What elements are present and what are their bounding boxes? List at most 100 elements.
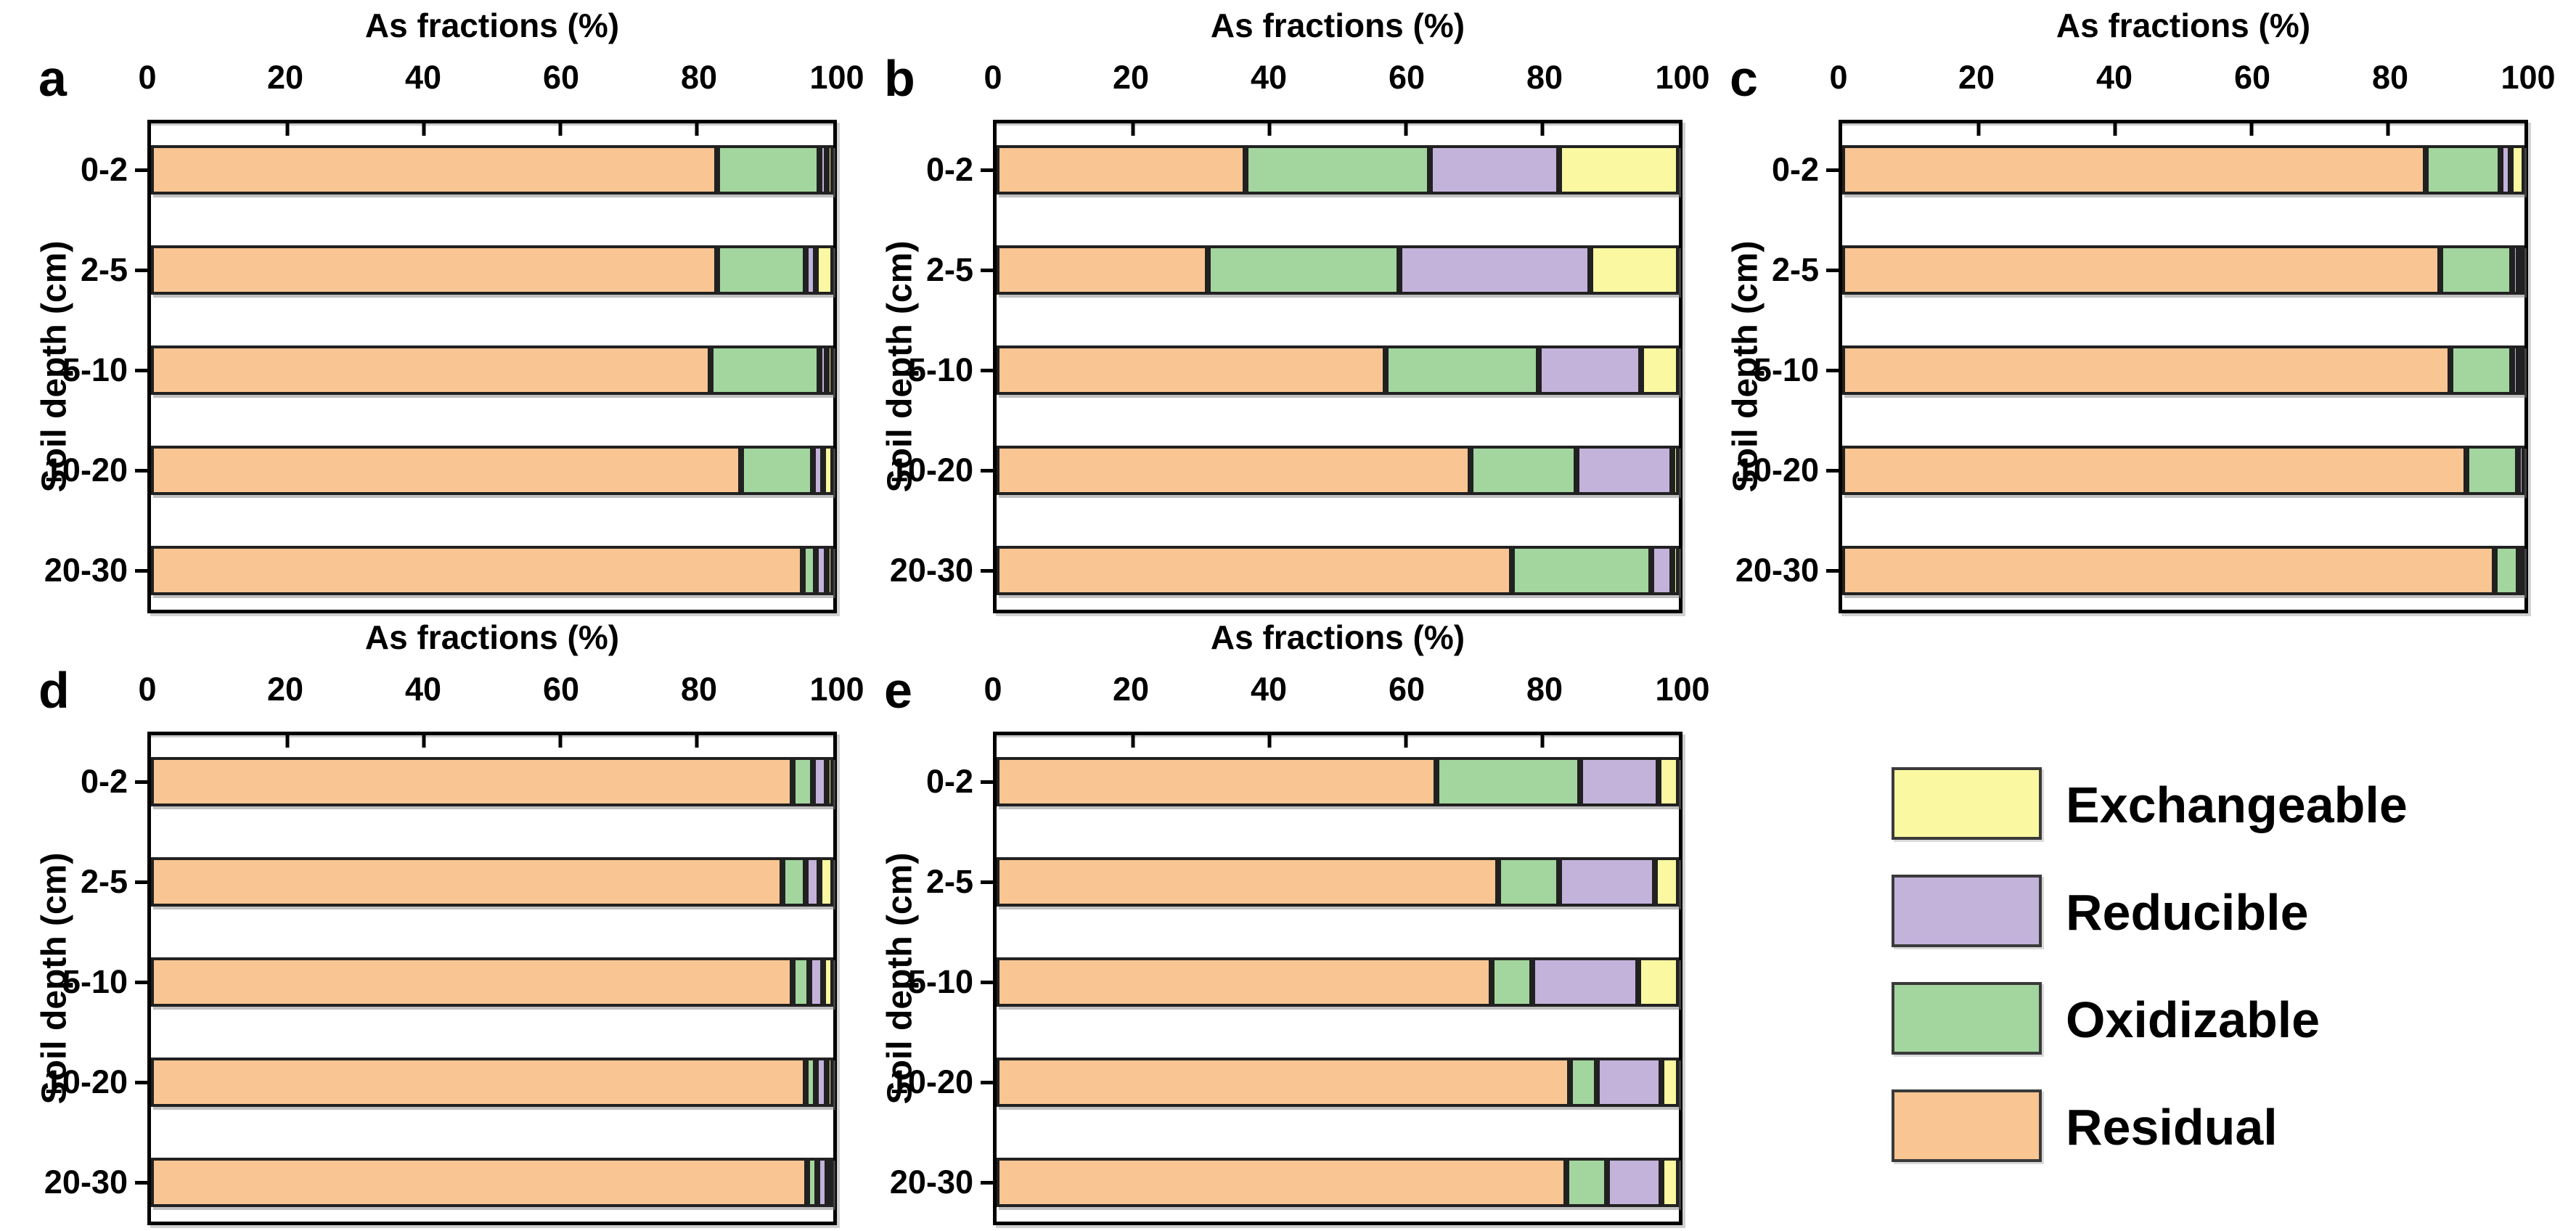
legend-item-exchangeable: Exchangeable [1892,767,2574,840]
x-tick-label-100: 100 [2501,59,2556,96]
segment-exchangeable [826,345,833,395]
x-tick-label-0: 0 [138,671,157,708]
bar-b-2-5 [997,245,1679,295]
plot-area-d [147,732,837,1225]
bar-a-0-2 [151,145,833,195]
legend: Exchangeable Reducible Oxidizable Residual [1892,767,2574,1217]
y-tick-label-0-2: 0-2 [1771,151,1819,188]
segment-oxidizable [741,446,813,495]
y-tick-mark-2-5 [135,880,147,884]
x-tick-label-20: 20 [1112,59,1150,96]
x-tick-label-0: 0 [1829,59,1848,96]
segment-exchangeable [1590,245,1679,295]
segment-oxidizable [1246,145,1430,195]
x-tick-label-80: 80 [1526,59,1563,96]
plot-area-c [1839,120,2528,613]
x-tick-label-0: 0 [138,59,157,96]
segment-exchangeable [2511,145,2524,195]
y-axis-title-b: Soil depth (cm) [880,240,920,493]
x-tick-mark-60 [2249,123,2254,136]
x-tick-label-40: 40 [404,59,442,96]
y-axis-title-d: Soil depth (cm) [35,852,74,1105]
bar-a-20-30 [151,546,833,595]
x-tick-label-80: 80 [1526,671,1563,708]
y-tick-mark-20-30 [981,569,993,573]
segment-oxidizable [710,345,820,395]
legend-label-residual: Residual [2066,1099,2278,1156]
segment-residual [997,245,1209,295]
segment-exchangeable [1672,446,1679,495]
segment-oxidizable [1208,245,1399,295]
x-axis-title-a: As fractions (%) [364,7,620,44]
segment-oxidizable [1436,757,1580,806]
y-tick-mark-0-2 [981,780,993,784]
bar-d-20-30 [151,1158,834,1207]
legend-label-reducible: Reducible [2066,884,2309,941]
y-tick-label-20-30: 20-30 [889,552,973,589]
x-tick-label-60: 60 [2233,59,2271,96]
segment-exchangeable [1559,145,1679,195]
segment-exchangeable [2519,245,2524,295]
segment-reducible [1532,957,1638,1007]
panel-letter-d: d [38,662,70,719]
y-tick-label-20-30: 20-30 [44,1163,128,1201]
bar-e-10-20 [997,1058,1679,1107]
segment-residual [997,546,1512,595]
x-tick-label-20: 20 [266,59,304,96]
segment-oxidizable [1471,446,1577,495]
segment-oxidizable [792,757,813,806]
segment-residual [151,1058,806,1107]
segment-residual [1842,145,2426,195]
plot-area-e [993,732,1682,1225]
segment-exchangeable [1672,546,1679,595]
x-tick-mark-40 [1267,123,1272,136]
bar-d-2-5 [151,857,833,907]
y-tick-mark-5-10 [981,369,993,372]
segment-reducible [1399,245,1590,295]
x-tick-label-0: 0 [984,671,1002,708]
segment-oxidizable [2440,245,2512,295]
x-tick-mark-60 [558,123,563,136]
segment-reducible [819,345,827,395]
y-tick-mark-10-20 [981,1081,993,1084]
bar-c-0-2 [1842,145,2524,195]
x-tick-mark-40 [2113,123,2117,136]
bar-e-0-2 [997,757,1679,806]
segment-reducible [1651,546,1672,595]
segment-exchangeable [826,1058,833,1107]
panel-letter-c: c [1730,50,1758,107]
segment-oxidizable [1566,1158,1608,1207]
bar-e-20-30 [997,1158,1679,1207]
segment-residual [151,446,742,495]
segment-exchangeable [826,546,833,595]
bar-a-10-20 [151,446,833,495]
legend-item-residual: Residual [1892,1089,2574,1162]
y-tick-mark-20-30 [1826,569,1839,573]
segment-reducible [806,245,817,295]
y-tick-mark-10-20 [981,469,993,473]
segment-oxidizable [806,1058,817,1107]
segment-reducible [809,957,823,1007]
segment-exchangeable [827,1158,834,1207]
segment-oxidizable [2425,145,2501,195]
y-tick-mark-20-30 [135,569,147,573]
y-tick-mark-0-2 [135,168,147,172]
x-tick-mark-40 [422,123,426,136]
y-tick-mark-10-20 [135,469,147,473]
segment-reducible [1576,446,1672,495]
bar-b-5-10 [997,345,1679,395]
segment-residual [997,857,1498,907]
x-tick-mark-40 [1267,735,1272,748]
segment-oxidizable [2450,345,2512,395]
y-tick-mark-2-5 [1826,269,1839,272]
segment-residual [1842,446,2467,495]
segment-residual [151,245,718,295]
panel-letter-a: a [38,50,67,107]
x-axis-title-d: As fractions (%) [364,618,620,656]
x-tick-mark-80 [2386,123,2390,136]
segment-oxidizable [1511,546,1652,595]
segment-reducible [816,546,827,595]
y-axis-title-e: Soil depth (cm) [880,852,920,1105]
segment-reducible [2511,345,2519,395]
x-tick-mark-60 [1404,123,1408,136]
